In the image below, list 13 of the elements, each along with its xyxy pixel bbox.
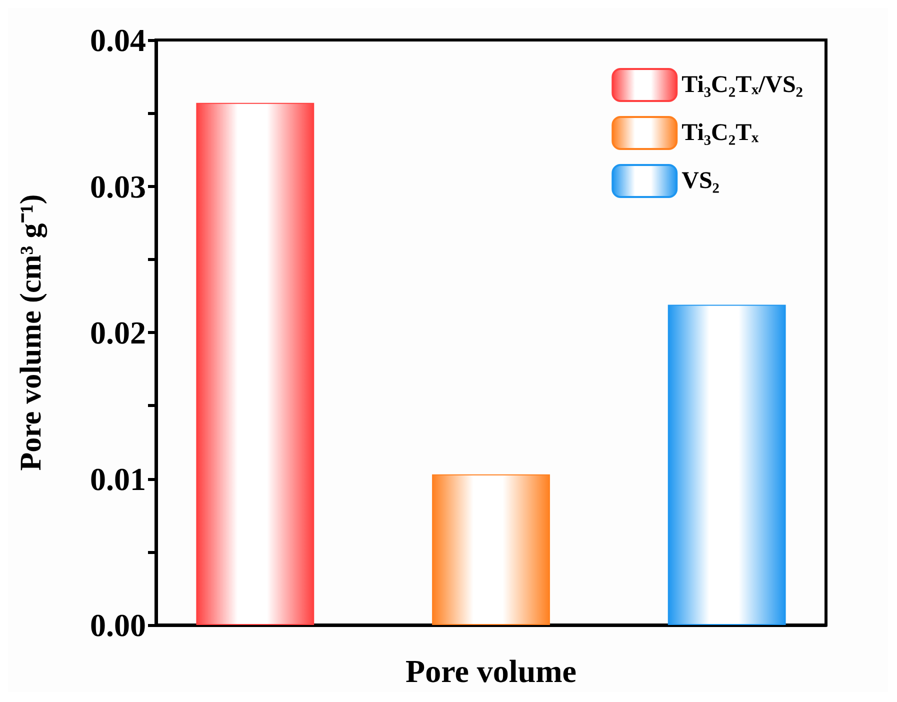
y-tick-label: 0.01 bbox=[90, 460, 146, 497]
legend-label: Ti₃C₂Tₓ/VS₂ bbox=[682, 72, 804, 98]
x-axis-title: Pore volume bbox=[406, 653, 576, 689]
bar bbox=[668, 304, 786, 625]
bar bbox=[196, 102, 314, 625]
y-tick-label: 0.04 bbox=[90, 22, 146, 58]
legend-label: Ti₃C₂Tₓ bbox=[682, 120, 759, 146]
bar bbox=[432, 474, 550, 625]
legend-label: VS₂ bbox=[682, 168, 720, 194]
y-tick-label: 0.03 bbox=[90, 168, 146, 204]
y-tick-label: 0.00 bbox=[90, 607, 146, 643]
y-axis-title: Pore volume (cm³ g⁻¹) bbox=[14, 194, 48, 471]
y-tick-label: 0.02 bbox=[90, 314, 146, 350]
